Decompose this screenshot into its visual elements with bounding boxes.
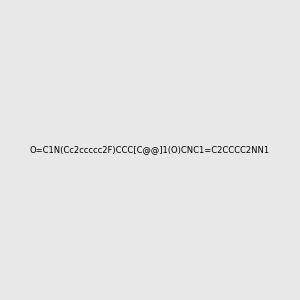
Text: O=C1N(Cc2ccccc2F)CCC[C@@]1(O)CNC1=C2CCCC2NN1: O=C1N(Cc2ccccc2F)CCC[C@@]1(O)CNC1=C2CCCC… <box>30 146 270 154</box>
